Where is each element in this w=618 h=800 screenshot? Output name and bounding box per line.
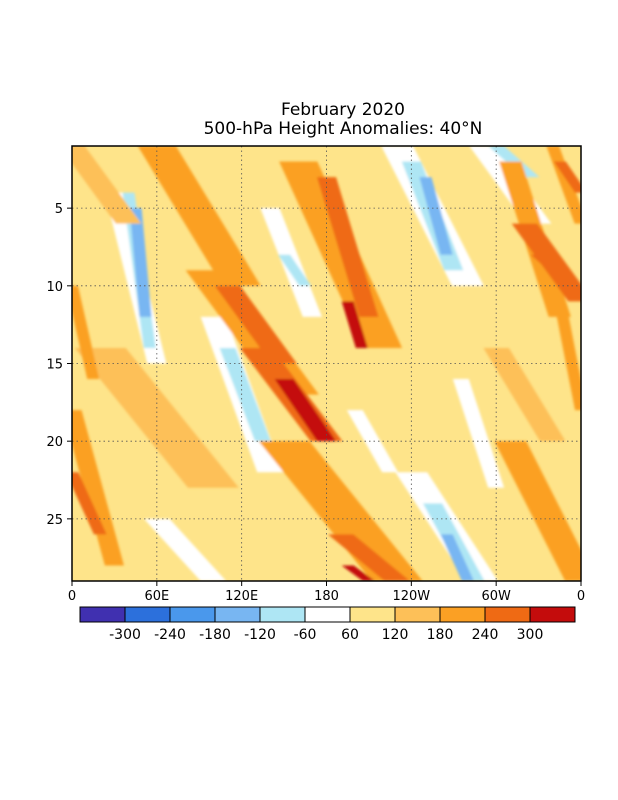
colorbar-swatch — [124, 606, 171, 623]
colorbar-labels: -300 -240 -180 -120 -60 60 120 180 240 300 — [109, 627, 543, 643]
colorbar-label: 240 — [472, 627, 499, 643]
x-tick-label: 0 — [577, 589, 585, 604]
x-tick-label: 180 — [314, 589, 339, 604]
colorbar-label: 180 — [427, 627, 454, 643]
chart-title-line2: 500-hPa Height Anomalies: 40°N — [203, 119, 483, 139]
y-axis: 5 10 15 20 25 — [46, 202, 72, 528]
colorbar-swatch — [394, 606, 441, 623]
anomaly-region — [346, 410, 399, 473]
x-axis: 0 60E 120E 180 120W 60W 0 — [68, 581, 585, 604]
anomaly-region — [137, 146, 261, 286]
anomaly-region — [440, 534, 474, 581]
anomaly-region — [341, 301, 368, 348]
colorbar-swatch — [484, 606, 531, 623]
colorbar-swatch — [259, 606, 306, 623]
colorbar-label: -180 — [199, 627, 231, 643]
x-tick-label: 60W — [481, 589, 511, 604]
colorbar-swatch — [529, 606, 576, 623]
colorbar-label: 120 — [382, 627, 409, 643]
colorbar — [79, 606, 576, 623]
colorbar-label: -240 — [154, 627, 186, 643]
anomaly-region — [483, 347, 566, 442]
y-tick-label: 15 — [46, 358, 63, 373]
y-tick-label: 5 — [55, 202, 63, 217]
anomaly-region — [530, 254, 581, 286]
anomaly-region — [72, 410, 124, 566]
anomaly-region — [219, 347, 271, 442]
anomaly-region — [488, 146, 540, 178]
colorbar-label: -120 — [244, 627, 276, 643]
anomaly-region — [274, 379, 337, 442]
anomaly-region — [327, 534, 410, 581]
anomaly-region — [419, 177, 453, 255]
y-tick-label: 20 — [46, 435, 63, 450]
colorbar-label: -60 — [294, 627, 317, 643]
anomaly-region — [278, 254, 312, 286]
colorbar-swatch — [304, 606, 351, 623]
anomaly-region — [144, 518, 227, 581]
anomaly-region — [553, 301, 581, 411]
y-tick-label: 10 — [46, 280, 63, 295]
anomaly-region — [258, 441, 423, 581]
x-tick-label: 60E — [144, 589, 169, 604]
anomaly-region — [72, 285, 100, 380]
anomaly-region — [452, 379, 505, 488]
anomaly-region — [341, 565, 375, 581]
anomaly-region — [72, 472, 107, 535]
grid-lines — [72, 146, 581, 581]
x-tick-label: 120W — [392, 589, 430, 604]
x-tick-label: 120E — [225, 589, 258, 604]
colorbar-label: 60 — [341, 627, 359, 643]
plot-area — [72, 146, 581, 581]
anomaly-region — [74, 347, 239, 488]
anomaly-region — [546, 146, 581, 224]
anomaly-field — [72, 146, 581, 581]
y-tick-label: 25 — [46, 513, 63, 528]
anomaly-region — [316, 177, 379, 317]
chart-title-line1: February 2020 — [281, 100, 405, 120]
anomaly-region — [214, 285, 297, 364]
colorbar-swatch — [439, 606, 486, 623]
anomaly-region — [494, 441, 581, 581]
colorbar-swatch — [214, 606, 261, 623]
colorbar-label: 300 — [517, 627, 544, 643]
anomaly-region — [72, 146, 142, 224]
colorbar-swatch — [349, 606, 396, 623]
colorbar-label: -300 — [109, 627, 141, 643]
colorbar-swatch — [169, 606, 216, 623]
anomaly-region — [553, 161, 581, 193]
colorbar-swatch — [79, 606, 126, 623]
anomaly-region — [129, 208, 152, 317]
x-tick-label: 0 — [68, 589, 76, 604]
